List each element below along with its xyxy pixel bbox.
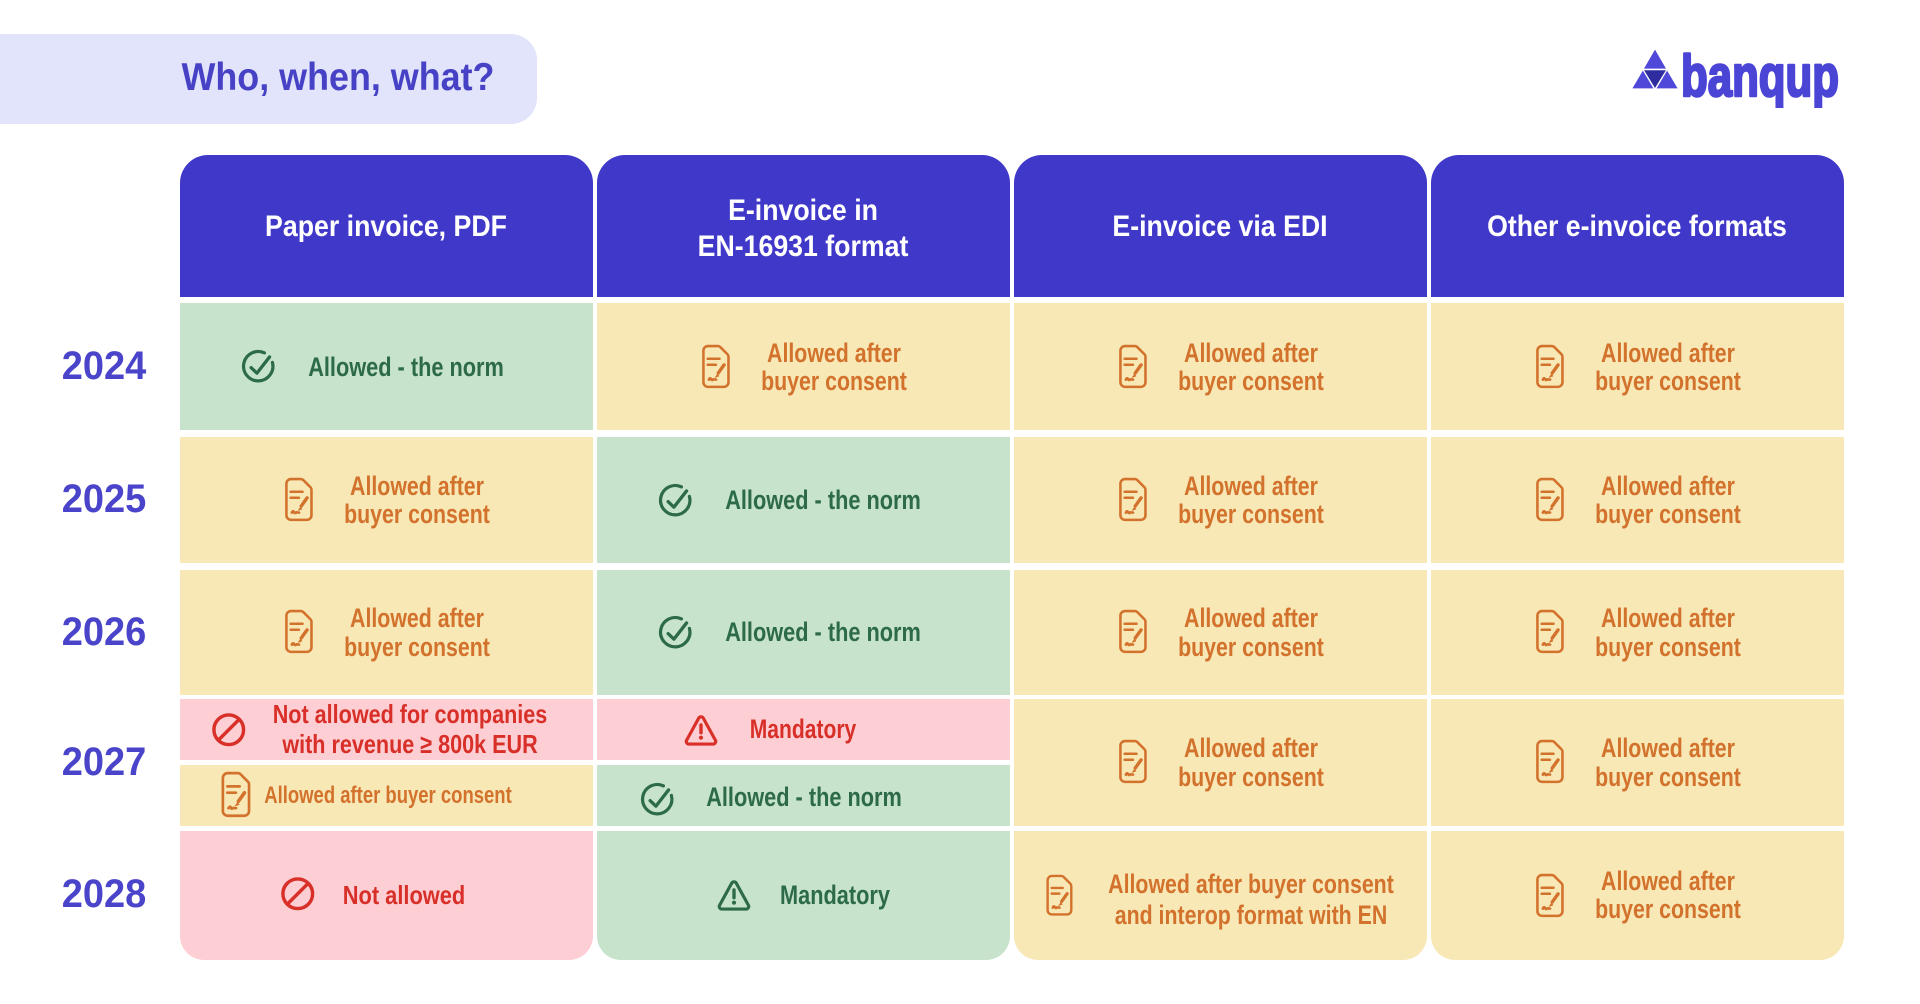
svg-text:banqup: banqup	[1681, 44, 1839, 108]
